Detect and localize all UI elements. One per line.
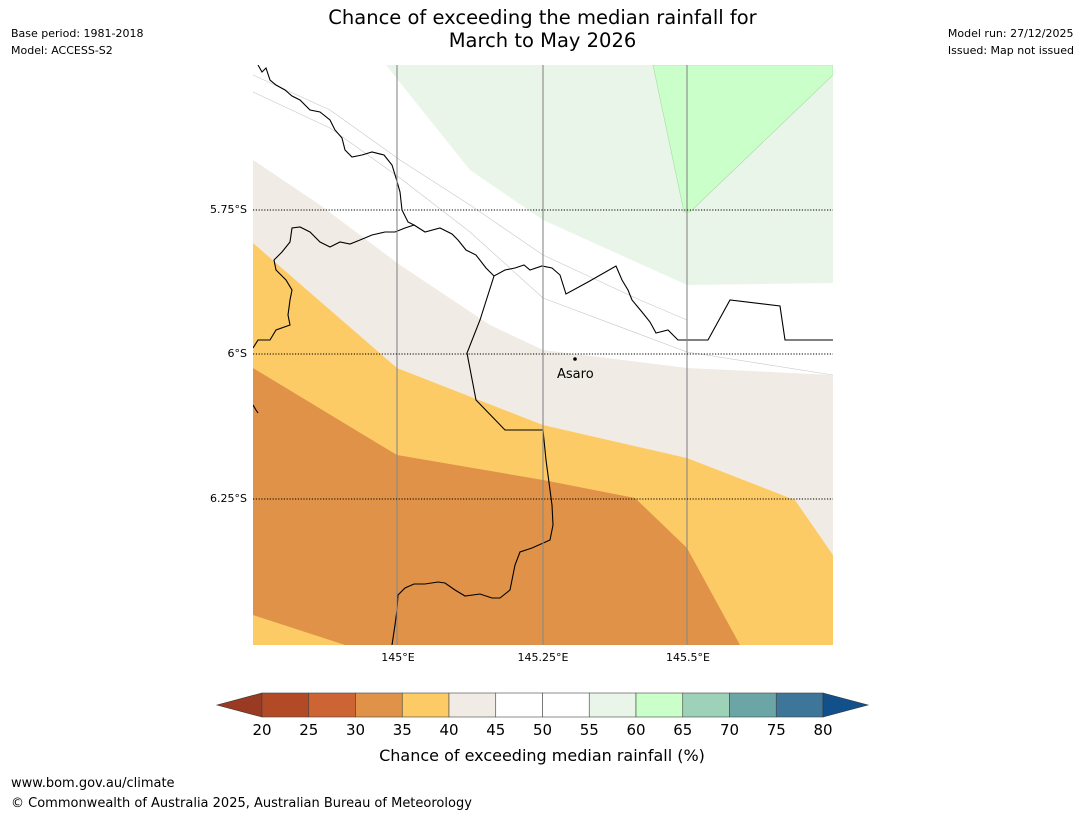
lon-label-145-25: 145.25°E (518, 651, 569, 664)
model-run-text: Model run: 27/12/2025 (947, 27, 1074, 40)
colorbar: 20 25 30 35 40 45 50 55 60 65 70 75 80 Chance of exc… (215, 692, 870, 765)
colorbar-tick-20: 20 (252, 721, 271, 739)
colorbar-bin-65-70 (682, 692, 730, 718)
colorbar-bin-45-50 (495, 692, 543, 718)
colorbar-bins (261, 692, 824, 718)
colorbar-bin-60-65 (635, 692, 684, 718)
title-line-2: March to May 2026 (448, 29, 637, 52)
colorbar-bin-50-55 (542, 692, 590, 718)
colorbar-bin-30-35 (355, 692, 403, 718)
colorbar-title: Chance of exceeding median rainfall (%) (379, 746, 705, 765)
colorbar-tick-45: 45 (486, 721, 505, 739)
colorbar-tick-25: 25 (299, 721, 318, 739)
colorbar-tick-80: 80 (813, 721, 832, 739)
colorbar-bin-25-30 (308, 692, 356, 718)
meridians (396, 65, 688, 645)
coastline (253, 65, 833, 645)
asaro-marker (573, 357, 577, 361)
colorbar-bin-55-60 (588, 692, 637, 718)
lon-label-145: 145°E (381, 651, 414, 664)
colorbar-bin-75-80 (775, 692, 824, 718)
model-text: Model: ACCESS-S2 (11, 44, 113, 57)
colorbar-tick-75: 75 (767, 721, 786, 739)
zone-30-35 (253, 368, 740, 645)
metadata-left: Base period: 1981-2018 Model: ACCESS-S2 (11, 25, 143, 59)
map-title: Chance of exceeding the median rainfall … (0, 6, 1085, 52)
title-line-1: Chance of exceeding the median rainfall … (328, 6, 757, 29)
lat-label-5-75: 5.75°S (210, 203, 247, 216)
colorbar-tick-35: 35 (393, 721, 412, 739)
colorbar-tick-40: 40 (439, 721, 458, 739)
colorbar-tick-65: 65 (673, 721, 692, 739)
colorbar-bin-35-40 (401, 692, 450, 718)
issued-text: Issued: Map not issued (947, 44, 1074, 57)
metadata-right: Model run: 27/12/2025 Issued: Map not is… (948, 25, 1074, 59)
colorbar-tick-50: 50 (533, 721, 552, 739)
base-period-text: Base period: 1981-2018 (11, 27, 144, 40)
colorbar-bin-70-75 (729, 692, 777, 718)
colorbar-tick-30: 30 (346, 721, 365, 739)
footer-url: www.bom.gov.au/climate (11, 776, 175, 791)
map-panel: Asaro (253, 65, 833, 645)
footer-copyright: © Commonwealth of Australia 2025, Austra… (11, 796, 472, 811)
colorbar-below-arrow (215, 692, 263, 718)
colorbar-tick-60: 60 (626, 721, 645, 739)
colorbar-above-arrow (822, 692, 870, 718)
lat-label-6: 6°S (228, 347, 247, 360)
colorbar-tick-55: 55 (580, 721, 599, 739)
place-label-asaro: Asaro (557, 367, 594, 382)
zone-60-65 (652, 65, 833, 213)
colorbar-bin-40-45 (448, 692, 497, 718)
colorbar-tick-70: 70 (720, 721, 739, 739)
lat-label-6-25: 6.25°S (210, 492, 247, 505)
lon-label-145-5: 145.5°E (666, 651, 710, 664)
colorbar-bin-20-25 (261, 692, 310, 718)
footer: www.bom.gov.au/climate © Commonwealth of… (11, 774, 472, 814)
colorbar-ticks: 20 25 30 35 40 45 50 55 60 65 70 75 80 (252, 721, 832, 739)
